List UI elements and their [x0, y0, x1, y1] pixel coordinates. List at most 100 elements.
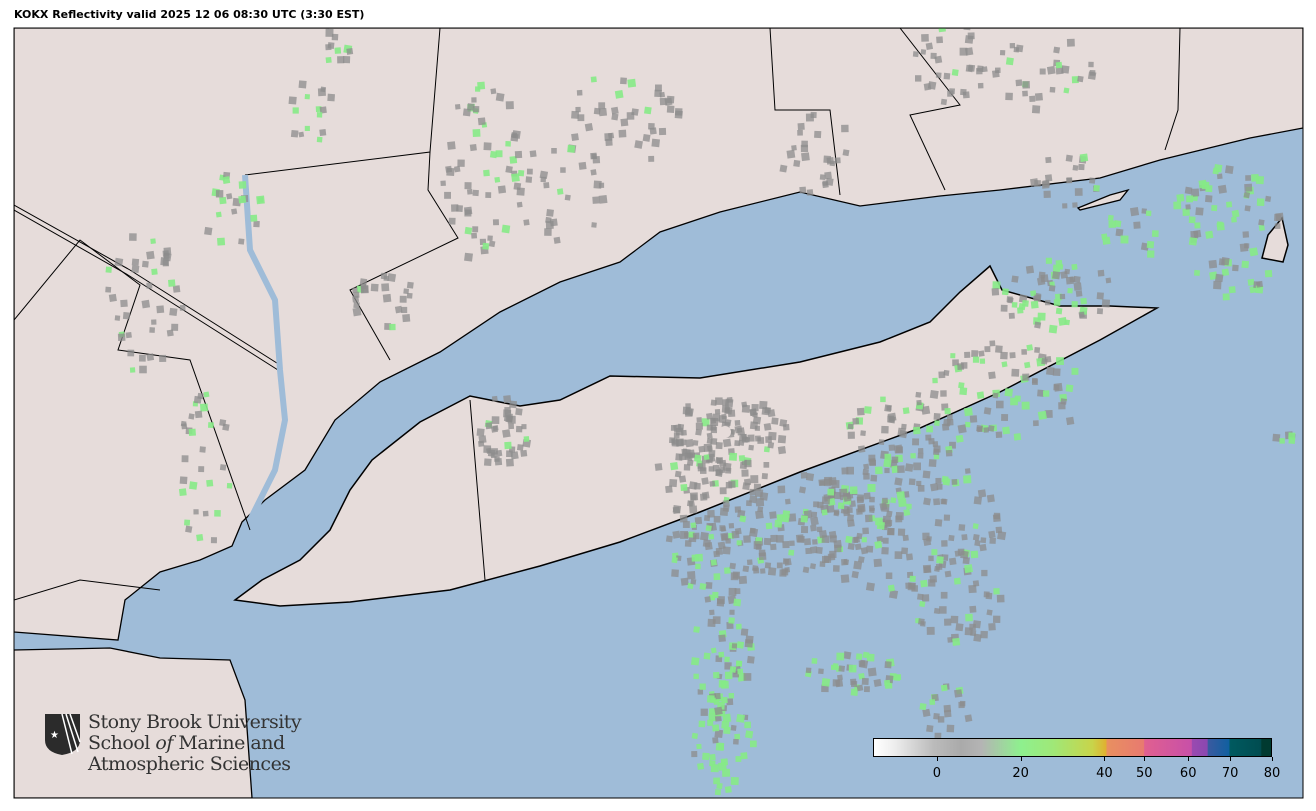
radar-echo-bin [842, 149, 850, 157]
radar-echo-bin [337, 56, 345, 64]
radar-echo-bin [755, 510, 764, 520]
radar-echo-bin [598, 182, 605, 188]
radar-echo-bin [696, 743, 702, 750]
radar-echo-bin [149, 327, 155, 333]
radar-echo-bin [1071, 76, 1079, 84]
logo-line-3: Atmospheric Sciences [88, 753, 291, 775]
radar-echo-bin [902, 534, 909, 542]
radar-echo-bin [515, 408, 523, 416]
radar-echo-bin [485, 422, 493, 430]
radar-echo-bin [746, 559, 753, 566]
radar-echo-bin [1226, 201, 1233, 208]
radar-echo-bin [197, 392, 204, 400]
radar-echo-bin [659, 91, 666, 98]
radar-echo-bin [833, 491, 842, 500]
radar-echo-bin [304, 93, 310, 100]
radar-echo-bin [884, 679, 891, 686]
radar-echo-bin [949, 88, 955, 95]
radar-echo-bin [841, 467, 849, 475]
radar-echo-bin [925, 42, 934, 50]
radar-echo-bin [1048, 324, 1058, 334]
radar-echo-bin [139, 365, 147, 374]
radar-echo-bin [226, 483, 233, 489]
radar-echo-bin [828, 530, 837, 539]
radar-echo-bin [1146, 240, 1155, 249]
radar-echo-bin [1000, 351, 1008, 360]
radar-echo-bin [763, 462, 770, 468]
radar-echo-bin [922, 708, 931, 717]
radar-echo-bin [724, 398, 734, 408]
radar-echo-bin [713, 550, 720, 558]
radar-echo-bin [915, 391, 922, 398]
radar-echo-bin [972, 523, 979, 530]
radar-echo-bin [723, 567, 731, 574]
radar-echo-bin [172, 285, 181, 293]
radar-echo-bin [933, 607, 941, 615]
radar-echo-bin [728, 617, 735, 624]
radar-echo-bin [991, 70, 1000, 78]
radar-echo-bin [1037, 312, 1046, 321]
colorbar-tick-mark [1230, 757, 1232, 761]
radar-echo-bin [710, 647, 717, 654]
map-title: KOKX Reflectivity valid 2025 12 06 08:30… [14, 8, 365, 21]
radar-echo-bin [910, 453, 916, 459]
radar-echo-bin [1088, 61, 1094, 68]
radar-echo-bin [813, 501, 819, 508]
radar-echo-bin [471, 97, 477, 103]
radar-echo-bin [738, 575, 748, 585]
radar-echo-bin [193, 509, 199, 515]
radar-echo-bin [598, 102, 606, 110]
radar-echo-bin [689, 505, 698, 514]
radar-echo-bin [979, 358, 986, 364]
radar-echo-bin [1071, 367, 1079, 375]
radar-echo-bin [719, 507, 729, 516]
radar-echo-bin [929, 389, 939, 399]
radar-echo-bin [816, 526, 823, 533]
sbu-shield-icon: ★ [45, 713, 81, 755]
radar-echo-bin [803, 538, 812, 546]
colorbar-tick-label: 40 [1096, 766, 1113, 781]
radar-site [719, 426, 731, 438]
radar-echo-bin [1188, 237, 1198, 246]
radar-echo-bin [860, 547, 869, 555]
radar-echo-bin [977, 489, 987, 498]
radar-echo-bin [974, 539, 981, 547]
radar-echo-bin [729, 609, 735, 615]
radar-echo-bin [1101, 299, 1111, 308]
radar-echo-bin [779, 164, 788, 173]
radar-echo-bin [943, 618, 952, 626]
radar-echo-bin [1224, 165, 1234, 175]
radar-echo-bin [949, 441, 956, 449]
radar-echo-bin [908, 478, 916, 486]
radar-echo-bin [881, 546, 889, 555]
radar-echo-bin [1258, 224, 1265, 231]
radar-echo-bin [319, 106, 327, 114]
radar-echo-bin [832, 565, 840, 572]
radar-echo-bin [1239, 243, 1249, 252]
radar-echo-bin [736, 641, 745, 649]
radar-echo-bin [189, 481, 198, 490]
radar-echo-bin [472, 106, 480, 113]
radar-echo-bin [680, 531, 688, 539]
radar-echo-bin [685, 438, 694, 448]
radar-echo-bin [887, 527, 895, 536]
radar-echo-bin [693, 626, 700, 633]
radar-echo-bin [125, 331, 132, 339]
radar-echo-bin [995, 526, 1003, 534]
radar-echo-bin [712, 616, 721, 625]
radar-echo-bin [679, 514, 688, 523]
radar-echo-bin [945, 449, 953, 457]
radar-echo-bin [850, 680, 858, 688]
radar-echo-bin [316, 112, 323, 118]
radar-echo-bin [983, 407, 992, 415]
radar-echo-bin [713, 573, 721, 581]
radar-echo-bin [1216, 221, 1223, 228]
state-borders [14, 28, 1181, 601]
radar-echo-bin [934, 518, 943, 527]
radar-echo-bin [705, 525, 712, 532]
logo-line-2: School of Marine and [88, 732, 285, 754]
radar-echo-bin [882, 497, 888, 504]
radar-echo-bin [666, 105, 675, 114]
radar-echo-bin [1022, 90, 1028, 97]
